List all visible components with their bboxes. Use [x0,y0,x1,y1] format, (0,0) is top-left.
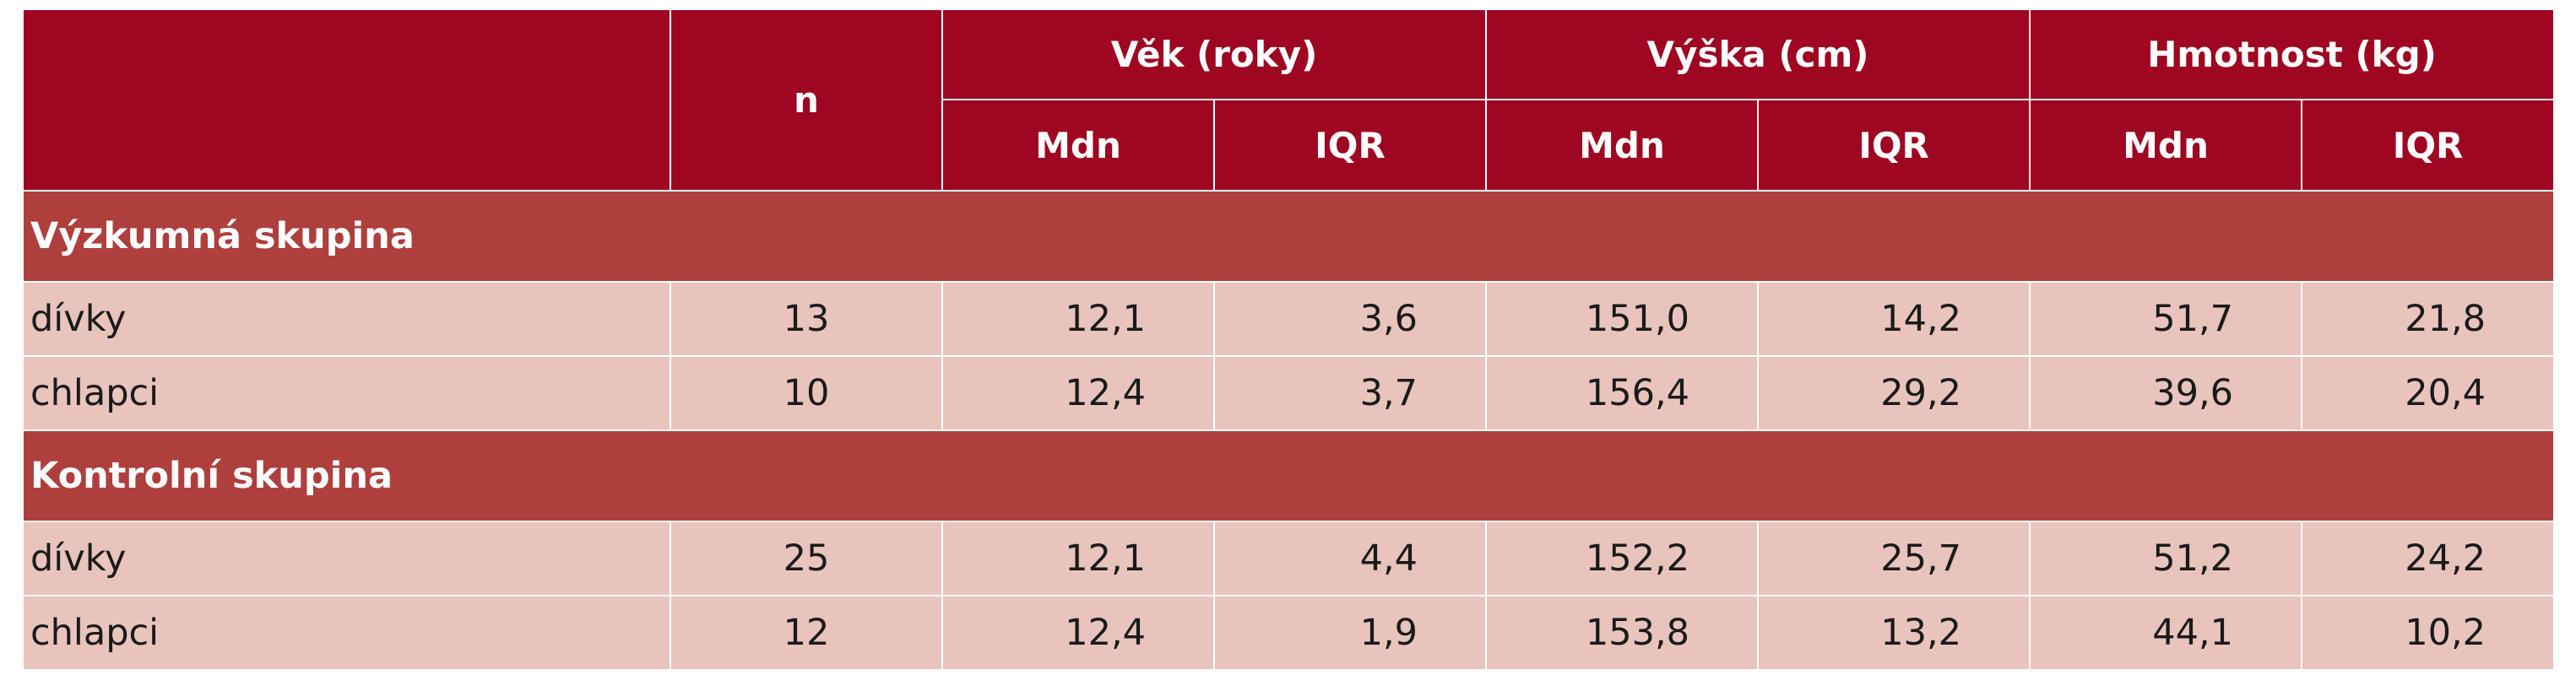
data-table: n Věk (roky) Výška (cm) Hmotnost (kg) Md… [24,10,2554,671]
header-blank-cell [24,10,670,192]
header-sub-cell: Mdn [1485,100,1759,192]
table-cell: 12,1 [941,521,1214,597]
table-cell: 25,7 [1757,521,2031,597]
header-group-age: Věk (roky) [941,10,1487,100]
header-row-1: n Věk (roky) Výška (cm) Hmotnost (kg) [24,10,2554,192]
table-cell: 156,4 [1485,356,1759,431]
table-cell: 153,8 [1485,596,1759,671]
table-cell: 12,1 [941,282,1214,357]
table-cell: 51,2 [2029,521,2302,597]
header-n: n [670,10,942,192]
table-cell: 12,4 [941,596,1214,671]
table-cell: 51,7 [2029,282,2302,357]
section-title: Výzkumná skupina [24,190,2554,283]
table-row: dívky 25 12,1 4,4 152,2 25,7 51,2 24,2 [24,521,2554,597]
row-label: chlapci [24,356,670,431]
header-sub-cell: Mdn [2029,100,2302,192]
section-header-row: Kontrolní skupina [24,429,2554,522]
table-cell: 14,2 [1757,282,2031,357]
header-sub-cell: IQR [2301,100,2554,192]
table-cell: 4,4 [1212,521,1487,597]
table-cell: 29,2 [1757,356,2031,431]
header-sub-cell: Mdn [941,100,1214,192]
table-row: chlapci 10 12,4 3,7 156,4 29,2 39,6 20,4 [24,356,2554,431]
table-cell: 3,7 [1212,356,1487,431]
cell-n: 25 [670,521,942,597]
cell-n: 10 [670,356,942,431]
header-sub-cell: IQR [1757,100,2031,192]
table-cell: 24,2 [2301,521,2554,597]
row-label: dívky [24,282,670,357]
table-cell: 44,1 [2029,596,2302,671]
row-label: chlapci [24,596,670,671]
table-cell: 3,6 [1212,282,1487,357]
row-label: dívky [24,521,670,597]
table-cell: 20,4 [2301,356,2554,431]
cell-n: 12 [670,596,942,671]
cell-n: 13 [670,282,942,357]
section-header-row: Výzkumná skupina [24,190,2554,283]
header-sub-cell: IQR [1212,100,1487,192]
table-cell: 12,4 [941,356,1214,431]
table-cell: 1,9 [1212,596,1487,671]
table-cell: 10,2 [2301,596,2554,671]
table-row: dívky 13 12,1 3,6 151,0 14,2 51,7 21,8 [24,282,2554,357]
section-title: Kontrolní skupina [24,429,2554,522]
header-group-height: Výška (cm) [1485,10,2031,100]
header-group-weight: Hmotnost (kg) [2029,10,2554,100]
table-row: chlapci 12 12,4 1,9 153,8 13,2 44,1 10,2 [24,596,2554,671]
table-cell: 13,2 [1757,596,2031,671]
table-cell: 39,6 [2029,356,2302,431]
table-cell: 21,8 [2301,282,2554,357]
header-row-2: Mdn IQR Mdn IQR Mdn IQR [24,100,2554,192]
table-cell: 152,2 [1485,521,1759,597]
table-cell: 151,0 [1485,282,1759,357]
